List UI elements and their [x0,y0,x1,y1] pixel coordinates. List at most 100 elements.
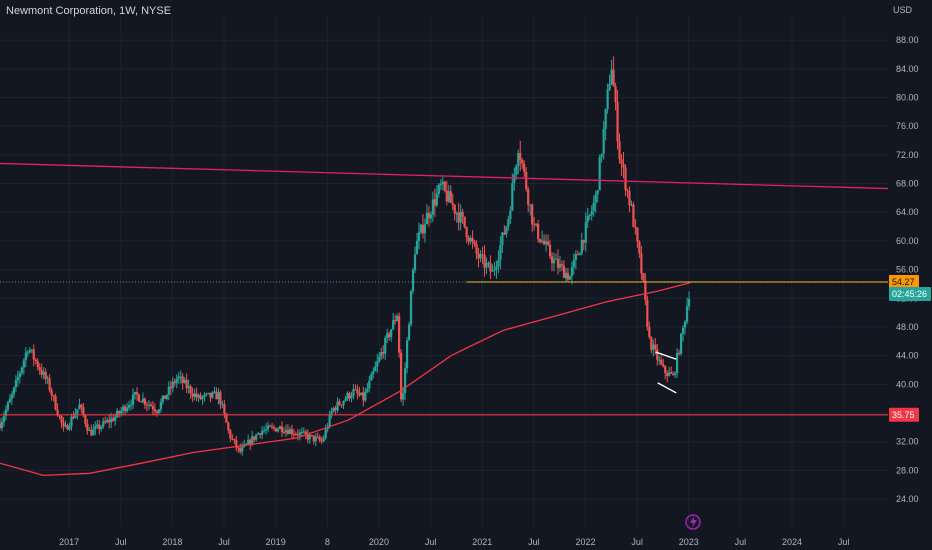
candle-body [296,434,299,436]
candle-body [253,436,256,440]
candle-body [90,430,93,436]
candle-body [26,352,29,354]
candle-body [56,409,59,416]
candle-body [213,391,216,393]
candle-body [122,406,125,411]
candle-body [503,232,506,235]
candle-body [104,421,107,423]
candle-body [598,156,601,191]
candle-body [257,433,260,435]
candle-body [392,320,395,330]
candle-body [366,388,369,392]
candle-body [656,349,659,360]
candle-body [485,263,488,268]
time-axis[interactable]: 2017 Jul 2018 Jul 2019 8 2020 Jul 2021 Jul 2022 Jul… [59,537,849,547]
resistance-trendline [0,162,889,190]
candle-body [678,352,681,354]
countdown-tag [889,286,931,301]
candle-body [330,411,333,415]
candle-body [181,376,184,384]
candle-body [622,163,625,168]
candle-body [314,436,317,442]
y-tick-label: 44.00 [896,351,919,361]
candle-body [658,359,661,361]
y-tick-label: 88.00 [896,35,919,45]
candle-body [191,393,194,397]
moving-average-line [0,281,691,477]
candle-body [262,430,266,432]
candle-body [28,350,31,353]
candle-body [646,299,649,327]
candle-body [537,223,540,240]
candle-body [425,212,429,225]
candle-body [261,430,264,435]
candle-body [388,333,391,338]
price-tags: 54.27 02:45:26 35.75 [889,274,931,422]
candle-body [336,401,339,411]
candle-body [304,431,307,435]
lightning-event-icon[interactable] [685,514,701,530]
x-tick-label: Jul [218,537,230,547]
candle-body [334,407,337,411]
candle-body [626,190,629,192]
candle-body [570,267,573,277]
candle-body [340,404,343,406]
candle-body [308,434,311,440]
candle-body [398,315,401,353]
candle-body [80,404,83,408]
candle-body [106,420,109,423]
candle-body [419,224,423,233]
x-tick-label: 8 [325,537,330,547]
candle-body [378,356,381,362]
candle-body [249,439,252,445]
candle-body [384,338,387,354]
y-tick-label: 84.00 [896,64,919,74]
candle-body [668,372,671,376]
x-tick-label: 2019 [266,537,286,547]
candle-body [116,411,119,417]
candle-body [624,167,627,191]
candle-body [552,259,556,264]
candle-body [98,424,101,430]
candle-body [433,199,436,206]
candle-body [96,424,99,427]
candle-body [292,433,295,435]
candle-body [672,373,675,375]
candle-body [229,430,232,439]
candle-body [409,291,413,325]
candle-body [125,407,129,412]
candle-body [163,395,166,399]
candle-body [566,272,570,280]
candle-body [499,245,502,260]
candle-body [58,415,61,417]
candle-body [582,239,585,243]
price-axis[interactable]: 24.0028.0032.0036.0040.0044.0048.0052.00… [893,5,919,504]
candle-body [112,418,115,421]
candle-body [131,394,135,405]
candle-body [78,404,81,410]
x-tick-label: Jul [838,537,850,547]
candle-body [209,392,212,398]
candle-body [276,429,280,432]
candle-body [572,259,575,268]
x-tick-label: 2023 [679,537,699,547]
candle-body [662,364,665,367]
candle-body [302,431,305,433]
candle-body [102,421,105,427]
candle-body [64,425,67,427]
candle-body [634,226,637,228]
candle-body [666,372,669,376]
candle-body [531,204,534,225]
candle-body [235,440,238,448]
candle-body [288,429,292,434]
candle-body [82,407,85,416]
candle-body [348,393,351,399]
candle-body [586,215,589,222]
candle-body [606,89,609,110]
candle-body [465,227,468,238]
candle-body [127,405,131,408]
candle-body [463,216,466,228]
candle-body [217,392,220,400]
candle-body [574,254,577,260]
